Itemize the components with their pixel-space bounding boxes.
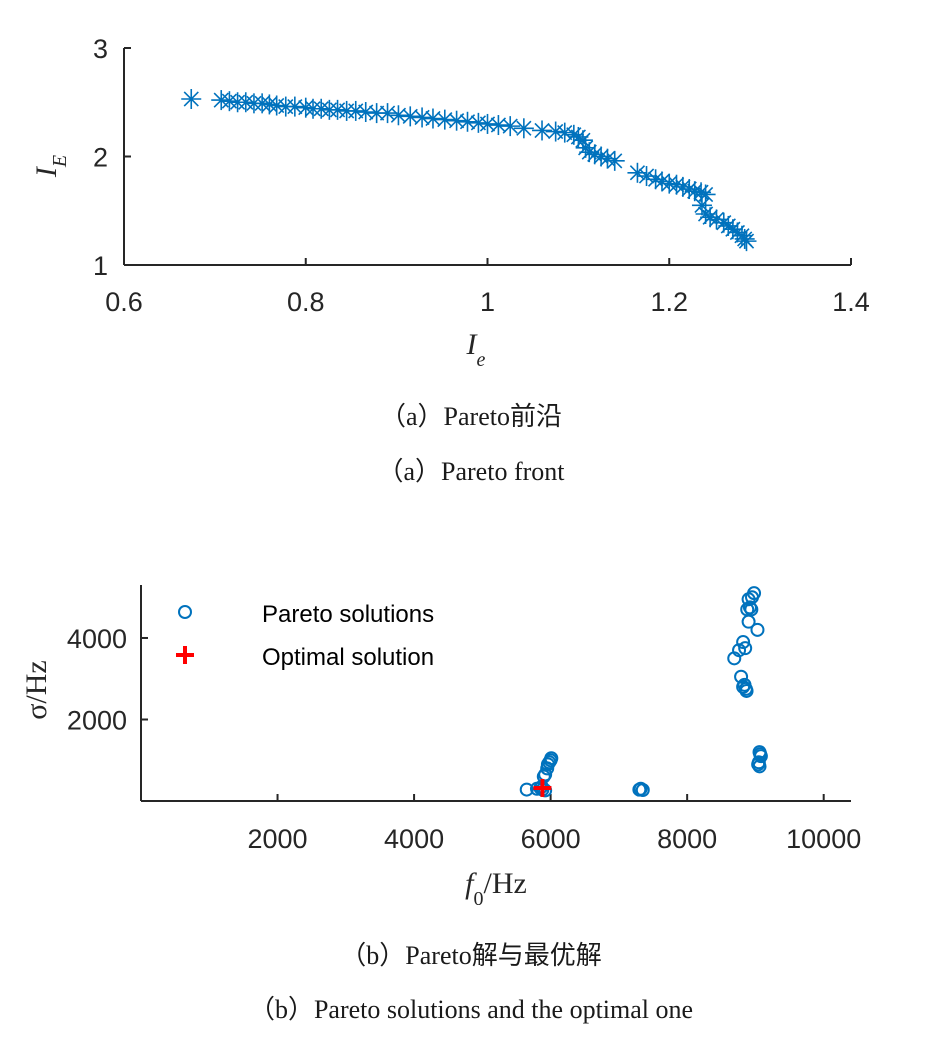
chart-b-xlabel: f0/Hz [465,867,527,910]
chart-a-ylabel: IE [30,155,71,178]
chart-b-y-tick-label: 2000 [67,705,127,735]
chart-a-y-ticks: 1 2 3 [93,34,131,281]
chart-a-point [388,105,409,126]
chart-b-xlabel-sub: 0 [474,888,484,910]
chart-a-x-tick-label: 0.6 [105,287,143,317]
chart-a-point [446,110,467,131]
chart-a-point [691,195,712,216]
caption-a-cn: （a）Pareto前沿 [380,402,562,431]
chart-b-pareto-point [732,643,747,658]
chart-a-point [345,100,366,121]
chart-b-pareto-point [544,751,559,766]
chart-a-xlabel: Ie [466,328,486,371]
chart-a-x-tick-label: 1 [480,287,495,317]
chart-b-pareto-point [747,586,762,601]
chart-b-legend: Pareto solutions Optimal solution [176,601,434,671]
chart-a-point [457,111,478,132]
chart-a-point [500,116,521,137]
chart-a-y-tick-label: 1 [93,251,108,281]
chart-a-point [377,103,398,124]
chart-a-point [412,107,433,128]
legend-label-pareto: Pareto solutions [262,601,434,628]
chart-b-x-tick-label: 2000 [247,824,307,854]
chart-b-points [519,586,768,798]
legend-marker-pareto [178,605,192,619]
chart-a-ylabel-main: I [30,165,63,178]
chart-a-point [627,162,648,183]
chart-a-y-tick-label: 2 [93,143,108,173]
chart-b-xlabel-unit: /Hz [484,867,527,900]
chart-b-x-tick-label: 4000 [384,824,444,854]
chart-b-pareto-point [734,669,749,684]
chart-b: 2000 4000 6000 8000 10000 2000 4000 Pareto so… [20,585,861,910]
chart-a: 0.6 0.8 1 1.2 1.4 123 Ie IE [30,34,870,371]
chart-b-x-tick-label: 10000 [786,824,861,854]
chart-a-point [736,231,757,252]
chart-b-ylabel: σ/Hz [20,660,53,720]
chart-b-x-tick-label: 6000 [521,824,581,854]
chart-a-xlabel-sub: e [477,349,486,371]
chart-a-point [422,108,443,129]
chart-b-pareto-point [752,759,767,774]
chart-a-point [181,88,202,109]
chart-a-point [513,118,534,139]
legend-label-optimal: Optimal solution [262,644,434,671]
chart-b-pareto-point [738,641,753,656]
chart-a-point [400,106,421,127]
chart-a-xlabel-main: I [466,328,479,361]
chart-a-point [636,166,657,187]
chart-a-points [181,88,757,252]
chart-b-pareto-point [750,622,765,637]
chart-a-x-tick-label: 1.2 [650,287,688,317]
chart-b-pareto-point [736,635,751,650]
chart-b-pareto-point [519,782,534,797]
caption-b-cn: （b）Pareto解与最优解 [340,941,601,970]
chart-a-point [434,109,455,130]
chart-a-point [604,150,625,171]
chart-a-x-tick-label: 0.8 [287,287,325,317]
chart-a-point [488,115,509,136]
chart-b-x-tick-label: 8000 [657,824,717,854]
chart-a-ylabel-sub: E [49,155,71,168]
chart-b-y-tick-label: 4000 [67,624,127,654]
chart-a-point [584,144,605,165]
chart-b-x-ticks: 2000 4000 6000 8000 10000 [247,794,861,854]
chart-a-x-tick-label: 1.4 [832,287,870,317]
chart-b-pareto-point [538,767,553,782]
chart-a-point [284,96,305,117]
chart-b-pareto-point [753,749,768,764]
chart-a-point [355,102,376,123]
chart-a-y-tick-label: 3 [93,34,108,64]
caption-a-en: （a）Pareto front [377,457,565,486]
legend-marker-optimal [176,646,194,664]
chart-b-pareto-point [744,602,759,617]
chart-b-pareto-point [739,683,754,698]
chart-b-y-ticks: 2000 4000 [67,624,148,735]
chart-a-point [532,120,553,141]
chart-a-point [477,113,498,134]
chart-a-x-ticks: 0.6 0.8 1 1.2 1.4 [105,258,870,317]
chart-b-pareto-point [740,602,755,617]
chart-b-pareto-point [538,783,553,798]
chart-b-pareto-point [635,782,650,797]
caption-b-en: （b）Pareto solutions and the optimal one [249,995,693,1024]
chart-a-point [597,148,618,169]
chart-b-optimal-point [533,778,552,797]
